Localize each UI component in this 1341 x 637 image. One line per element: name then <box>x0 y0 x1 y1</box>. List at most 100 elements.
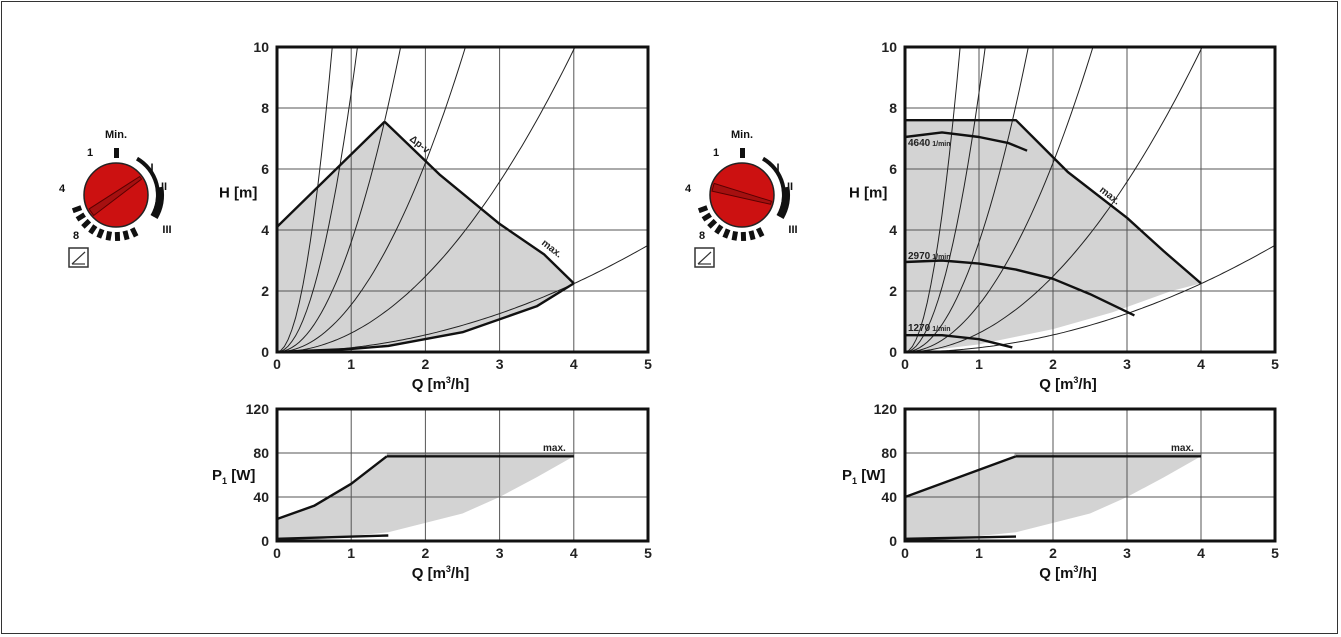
y-tick-label: 6 <box>889 161 897 177</box>
series-line <box>277 534 389 540</box>
knob-pointer <box>711 182 773 205</box>
system-curve <box>905 47 1029 352</box>
knob-min-label: Min. <box>731 129 753 141</box>
y-tick-label: 8 <box>889 100 897 116</box>
scale-tick <box>697 205 709 214</box>
scale-label-8: 8 <box>699 230 705 242</box>
series-line <box>905 259 1135 317</box>
y-tick-label: 0 <box>261 533 269 549</box>
scale-label-1: 1 <box>713 147 719 159</box>
pressure-mode-diagonal <box>71 251 86 265</box>
y-tick-label: 0 <box>261 344 269 360</box>
x-tick-label: 0 <box>901 545 909 561</box>
y-tick-label: 0 <box>889 533 897 549</box>
x-tick-label: 3 <box>496 545 504 561</box>
scale-label-4: 4 <box>685 183 692 195</box>
x-tick-label: 5 <box>1271 356 1279 372</box>
rpm-label: 2970 1/min <box>908 251 951 262</box>
plot-area <box>905 47 1275 352</box>
x-tick-label: 0 <box>273 545 281 561</box>
scale-tick <box>75 212 86 222</box>
constant-speed-arc-thick <box>150 186 164 219</box>
x-tick-label: 4 <box>1197 545 1205 561</box>
scale-label-III: III <box>162 224 171 236</box>
system-curve <box>277 47 466 352</box>
series-line <box>905 455 1017 499</box>
max-label: max. <box>543 443 566 454</box>
scale-tick <box>714 224 724 235</box>
series-line <box>905 334 1013 349</box>
series-line <box>277 455 388 521</box>
y-tick-label: 4 <box>889 222 897 238</box>
scale-tick <box>71 205 83 214</box>
y-tick-label: 120 <box>874 401 898 417</box>
knob-min-label: Min. <box>105 129 127 141</box>
system-curve <box>905 47 986 352</box>
scale-tick <box>722 228 731 239</box>
scale-tick <box>748 230 756 241</box>
plot-frame <box>275 45 650 354</box>
y-tick-label: 80 <box>253 445 269 461</box>
y-axis-title: P1 [W] <box>212 467 255 486</box>
x-tick-label: 1 <box>347 545 355 561</box>
y-tick-label: 40 <box>881 489 897 505</box>
knob-pointer <box>88 175 143 217</box>
x-tick-label: 1 <box>347 356 355 372</box>
y-tick-label: 2 <box>889 283 897 299</box>
min-mark <box>740 148 745 158</box>
chart-left-power: 0 1 2 3 4 5 0 40 80 120 Q [m3/h] P1 [W] max. <box>212 401 652 582</box>
scale-tick <box>81 218 92 229</box>
system-curve <box>905 47 1094 352</box>
x-tick-label: 4 <box>570 356 578 372</box>
plot-frame <box>903 45 1277 354</box>
x-tick-label: 2 <box>422 356 430 372</box>
scale-tick <box>701 212 712 222</box>
scale-tick <box>707 218 718 229</box>
scale-label-II: II <box>161 181 167 193</box>
x-tick-label: 5 <box>644 545 652 561</box>
y-tick-label: 80 <box>881 445 897 461</box>
y-axis-title: H [m] <box>849 185 887 202</box>
scale-label-8: 8 <box>73 230 79 242</box>
plot-frame <box>903 407 1277 543</box>
x-tick-label: 3 <box>496 356 504 372</box>
y-tick-label: 120 <box>246 401 270 417</box>
scale-tick <box>105 231 113 241</box>
series-line <box>905 118 1202 285</box>
scale-tick <box>755 227 765 238</box>
x-axis-title: Q [m3/h] <box>412 564 470 582</box>
system-curve <box>277 47 576 352</box>
chart-right-head: 0 1 2 3 4 5 0 2 4 6 8 10 Q [m3/h] H [m] 4640 1/min 2970 1… <box>849 39 1279 393</box>
scale-tick <box>731 231 739 241</box>
scale-tick <box>129 227 139 238</box>
plot-area <box>277 47 648 352</box>
x-tick-label: 3 <box>1123 356 1131 372</box>
chart-right-power: 0 1 2 3 4 5 0 40 80 120 Q [m3/h] P1 [W] max. <box>842 401 1279 582</box>
scale-label-II: II <box>787 181 793 193</box>
x-tick-label: 2 <box>1049 356 1057 372</box>
y-tick-label: 4 <box>261 222 269 238</box>
scale-label-III: III <box>788 224 797 236</box>
constant-speed-arc-thick <box>776 186 790 219</box>
y-tick-label: 2 <box>261 283 269 299</box>
x-tick-label: 2 <box>1049 545 1057 561</box>
x-tick-label: 4 <box>1197 356 1205 372</box>
y-tick-label: 40 <box>253 489 269 505</box>
x-tick-label: 5 <box>1271 545 1279 561</box>
plot-area <box>277 409 648 541</box>
y-tick-label: 10 <box>253 39 269 55</box>
x-tick-label: 3 <box>1123 545 1131 561</box>
y-axis-title: P1 [W] <box>842 467 885 486</box>
y-tick-label: 6 <box>261 161 269 177</box>
y-tick-label: 8 <box>261 100 269 116</box>
series-line <box>277 120 386 228</box>
scale-label-1: 1 <box>87 147 93 159</box>
x-axis-title: Q [m3/h] <box>1039 564 1097 582</box>
plot-area <box>905 409 1275 541</box>
x-tick-label: 5 <box>644 356 652 372</box>
series-line <box>905 535 1017 540</box>
